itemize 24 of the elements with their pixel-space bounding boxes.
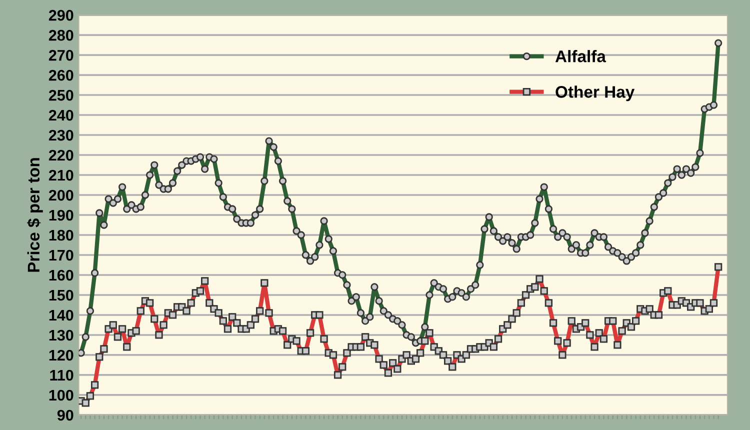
y-tick-label: 90	[57, 410, 74, 421]
y-tick-label: 130	[49, 330, 74, 341]
y-tick-label: 160	[49, 270, 74, 281]
y-tick-label: 180	[49, 230, 74, 241]
y-tick-label: 270	[48, 50, 74, 61]
y-tick-label: 280	[48, 30, 74, 41]
legend-label: Alfalfa	[555, 50, 606, 62]
y-tick-label: 240	[48, 110, 74, 121]
y-tick-label: 200	[48, 190, 74, 201]
y-tick-label: 230	[48, 130, 74, 141]
y-tick-label: 120	[49, 350, 74, 361]
y-tick-label: 170	[49, 250, 74, 261]
y-tick-label: 100	[49, 390, 74, 401]
y-tick-label: 290	[48, 10, 74, 21]
y-tick-label: 210	[48, 170, 74, 181]
y-tick-label: 220	[48, 150, 74, 161]
y-tick-label: 260	[48, 70, 74, 81]
y-tick-label: 140	[49, 310, 74, 321]
y-axis-title: Price $ per ton	[27, 158, 43, 272]
y-tick-label: 250	[48, 90, 74, 101]
legend-label: Other Hay	[556, 86, 635, 102]
y-tick-label: 150	[49, 290, 74, 301]
y-tick-label: 190	[49, 210, 74, 221]
y-tick-label: 110	[50, 370, 74, 381]
